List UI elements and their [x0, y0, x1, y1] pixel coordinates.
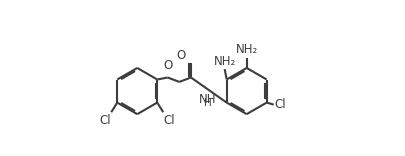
Text: Cl: Cl	[164, 114, 175, 127]
Text: O: O	[163, 59, 172, 73]
Text: Cl: Cl	[274, 98, 286, 111]
Text: NH₂: NH₂	[213, 55, 236, 68]
Text: H: H	[204, 98, 212, 108]
Text: O: O	[177, 49, 186, 62]
Text: NH: NH	[199, 93, 217, 106]
Text: NH₂: NH₂	[236, 43, 258, 56]
Text: Cl: Cl	[99, 114, 111, 127]
